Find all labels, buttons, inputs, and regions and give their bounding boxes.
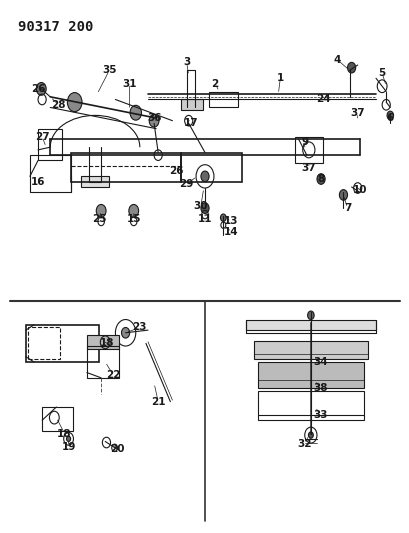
- Text: 6: 6: [386, 113, 393, 123]
- Text: 11: 11: [197, 214, 212, 224]
- Text: 21: 21: [151, 397, 165, 407]
- Text: 33: 33: [313, 410, 328, 420]
- Text: 16: 16: [31, 176, 45, 187]
- Circle shape: [386, 111, 393, 119]
- Circle shape: [200, 171, 209, 182]
- Circle shape: [200, 203, 209, 214]
- Bar: [257, 391, 363, 420]
- Circle shape: [130, 106, 141, 120]
- Text: 17: 17: [183, 118, 198, 128]
- Text: 18: 18: [57, 429, 72, 439]
- Text: 31: 31: [122, 78, 137, 88]
- Circle shape: [121, 327, 129, 338]
- Circle shape: [96, 205, 106, 217]
- Text: 10: 10: [352, 184, 366, 195]
- Text: 19: 19: [61, 442, 76, 452]
- Circle shape: [308, 432, 312, 438]
- Text: 24: 24: [315, 94, 330, 104]
- Circle shape: [66, 436, 70, 441]
- Text: 23: 23: [132, 322, 147, 333]
- Text: 37: 37: [350, 108, 364, 118]
- Bar: [30, 155, 70, 192]
- Circle shape: [149, 114, 159, 127]
- Bar: [180, 152, 241, 182]
- Text: 26: 26: [31, 84, 45, 94]
- Circle shape: [307, 311, 313, 319]
- Text: 9: 9: [301, 137, 308, 147]
- Text: 27: 27: [35, 132, 49, 142]
- Bar: [209, 92, 237, 108]
- Text: 5: 5: [378, 68, 385, 78]
- Circle shape: [339, 190, 347, 200]
- Bar: [87, 335, 119, 349]
- Bar: [87, 346, 119, 378]
- Text: 2: 2: [211, 78, 218, 88]
- Text: 4: 4: [333, 55, 340, 64]
- Text: 28: 28: [51, 100, 65, 110]
- Bar: [245, 319, 375, 330]
- Bar: [28, 327, 60, 359]
- Text: 14: 14: [224, 227, 238, 237]
- Circle shape: [316, 174, 324, 184]
- Text: 22: 22: [106, 370, 120, 380]
- Text: 15: 15: [126, 214, 141, 224]
- Text: 3: 3: [182, 58, 190, 67]
- Text: 20: 20: [110, 445, 124, 455]
- Bar: [180, 100, 202, 110]
- Circle shape: [128, 205, 138, 217]
- Bar: [70, 152, 180, 182]
- Text: 34: 34: [313, 357, 328, 367]
- Text: 25: 25: [92, 214, 106, 224]
- Bar: [253, 341, 367, 359]
- Text: 37: 37: [301, 164, 315, 173]
- Text: 38: 38: [313, 383, 328, 393]
- Bar: [81, 176, 109, 187]
- Text: 26: 26: [169, 166, 183, 176]
- Circle shape: [220, 214, 226, 221]
- Bar: [38, 128, 62, 160]
- Circle shape: [36, 83, 46, 95]
- Text: 29: 29: [179, 179, 193, 189]
- Circle shape: [67, 93, 82, 112]
- Text: 32: 32: [297, 439, 311, 449]
- Circle shape: [347, 62, 355, 73]
- Bar: [294, 136, 322, 163]
- Text: 35: 35: [102, 66, 116, 75]
- Text: 90317 200: 90317 200: [18, 20, 93, 34]
- Text: 18: 18: [100, 338, 114, 349]
- Text: 30: 30: [193, 200, 208, 211]
- Text: 7: 7: [343, 203, 351, 213]
- Bar: [42, 407, 72, 431]
- Bar: [257, 362, 363, 389]
- Text: 1: 1: [276, 73, 283, 83]
- Text: 13: 13: [224, 216, 238, 227]
- Text: 36: 36: [146, 113, 161, 123]
- Bar: [26, 325, 99, 362]
- Text: 8: 8: [317, 174, 324, 184]
